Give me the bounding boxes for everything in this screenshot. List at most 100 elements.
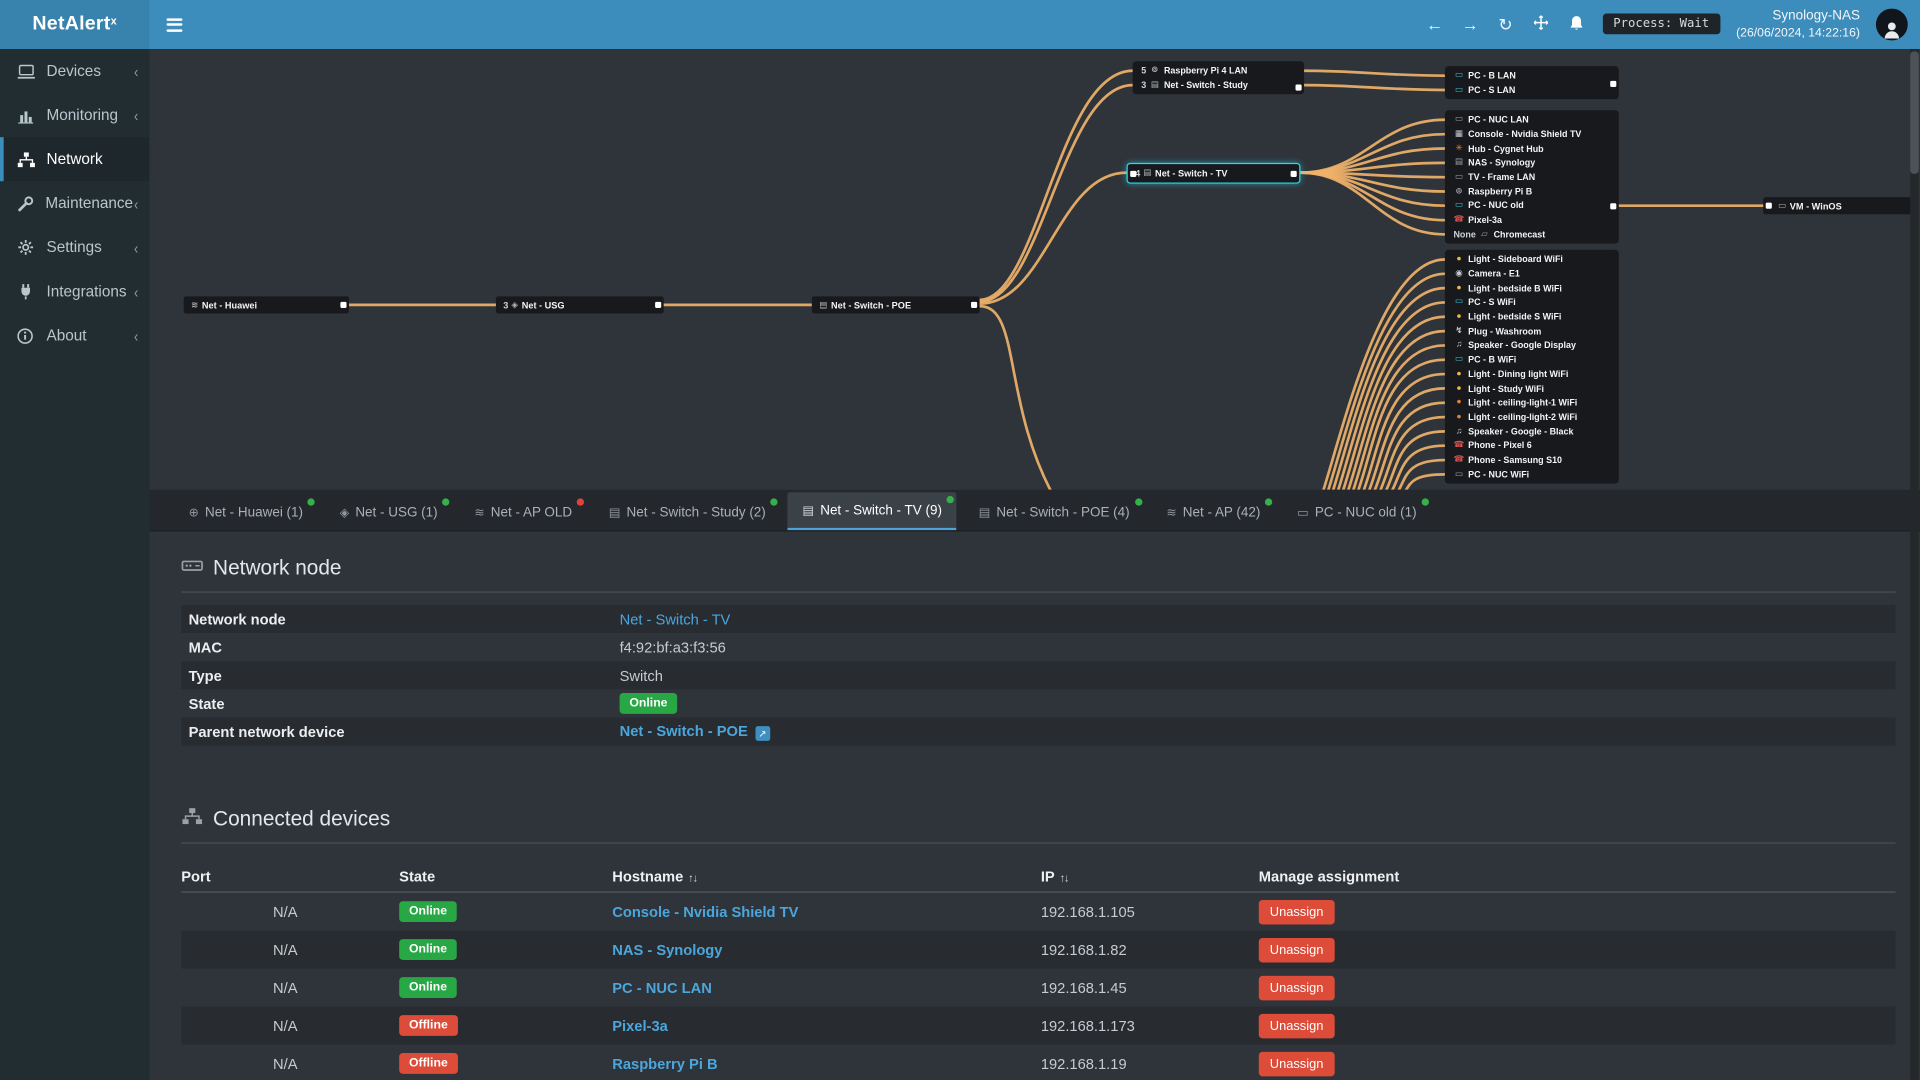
tab-network-node[interactable]: ⊕ Net - Huawei (1) (174, 495, 318, 531)
device-node[interactable]: ▭ PC - NUC LAN (1445, 113, 1619, 127)
device-node[interactable]: ▭ PC - B WiFi (1445, 352, 1619, 366)
node-handle[interactable] (971, 301, 978, 308)
sort-icon[interactable]: ↑↓ (688, 871, 698, 884)
node-handle[interactable] (655, 301, 662, 308)
unassign-button[interactable]: Unassign (1258, 1013, 1335, 1038)
port-cell: N/A (273, 941, 298, 959)
device-node[interactable]: ⊚ Raspberry Pi B (1445, 184, 1619, 198)
device-icon: ● (1456, 398, 1462, 407)
sidebar-toggle-button[interactable] (149, 0, 198, 49)
device-node[interactable]: ● Light - bedside B WiFi (1445, 281, 1619, 295)
net-node-huawei[interactable]: ≋ Net - Huawei (183, 296, 349, 314)
tab-network-node[interactable]: ▭ PC - NUC old (1) (1282, 495, 1431, 531)
unassign-button[interactable]: Unassign (1258, 899, 1335, 924)
tab-network-node[interactable]: ≋ Net - AP OLD (460, 495, 587, 531)
device-node[interactable]: ◉ Camera - E1 (1445, 267, 1619, 281)
external-link-icon[interactable]: ↗ (755, 726, 770, 742)
node-group-tv-devices[interactable]: ▭ PC - NUC LAN ▦ Console - Nvidia Shield… (1444, 110, 1619, 244)
avatar[interactable] (1875, 8, 1908, 41)
device-node[interactable]: ▭ PC - S LAN (1445, 83, 1619, 97)
sort-icon[interactable]: ↑↓ (1059, 871, 1070, 884)
hostname-link[interactable]: Raspberry Pi B (612, 1054, 718, 1073)
refresh-icon[interactable]: ↻ (1498, 14, 1513, 35)
device-node[interactable]: ▦ Console - Nvidia Shield TV (1445, 127, 1619, 141)
sidebar-item-integrations[interactable]: Integrations ‹ (0, 269, 149, 313)
device-node[interactable]: ● Light - ceiling-light-1 WiFi (1445, 395, 1619, 409)
device-node[interactable]: ● Light - Study WiFi (1445, 381, 1619, 395)
device-node[interactable]: ● Light - ceiling-light-2 WiFi (1445, 410, 1619, 424)
device-node[interactable]: ▤ NAS - Synology (1445, 156, 1619, 170)
hostname-link[interactable]: PC - NUC LAN (612, 978, 712, 997)
tab-network-node[interactable]: ◈ Net - USG (1) (325, 495, 452, 531)
hostname-link[interactable]: Pixel-3a (612, 1016, 668, 1035)
device-node[interactable]: ▭ TV - Frame LAN (1445, 170, 1619, 184)
node-group-pi-study[interactable]: 5 ⊚ Raspberry Pi 4 LAN 3 ▤ Net - Switch … (1132, 61, 1305, 95)
network-topology-canvas[interactable]: ≋ Net - Huawei 3 ◈ Net - USG ▤ Net - Swi… (149, 49, 1920, 490)
device-node[interactable]: ▭ PC - B LAN (1445, 69, 1619, 83)
node-group-study-devices[interactable]: ▭ PC - B LAN ▭ PC - S LAN (1444, 66, 1619, 100)
device-node[interactable]: ☎ Pixel-3a (1445, 213, 1619, 227)
sidebar-item-monitoring[interactable]: Monitoring ‹ (0, 93, 149, 137)
navbar-brand[interactable]: NetAlert x (0, 0, 150, 49)
node-handle[interactable] (340, 301, 347, 308)
device-node[interactable]: ● Light - bedside S WiFi (1445, 309, 1619, 323)
device-node[interactable]: ▭ PC - NUC WiFi (1445, 467, 1619, 481)
device-node[interactable]: ✳ Hub - Cygnet Hub (1445, 141, 1619, 155)
unassign-button[interactable]: Unassign (1258, 975, 1335, 1000)
device-node[interactable]: ▭ PC - S WiFi (1445, 295, 1619, 309)
node-label: Chromecast (1493, 228, 1546, 240)
chevron-left-icon: ‹ (133, 105, 138, 125)
device-node[interactable]: ☎ Phone - Samsung S10 (1445, 453, 1619, 467)
page-scrollbar[interactable] (1910, 48, 1919, 1080)
node-group-ap-devices[interactable]: ● Light - Sideboard WiFi ◉ Camera - E1 ●… (1444, 249, 1619, 484)
plug-icon (17, 283, 38, 300)
device-node[interactable]: 5 ⊚ Raspberry Pi 4 LAN (1133, 64, 1304, 78)
hostname-link[interactable]: NAS - Synology (612, 941, 723, 959)
sidebar-item-network[interactable]: Network (0, 137, 150, 182)
node-handle[interactable] (1290, 170, 1297, 177)
device-node[interactable]: ♫ Speaker - Google Display (1445, 338, 1619, 352)
tab-network-node[interactable]: ▤ Net - Switch - TV (9) (787, 492, 957, 531)
tab-network-node[interactable]: ▤ Net - Switch - POE (4) (964, 495, 1144, 531)
sidebar-item-maintenance[interactable]: Maintenance ‹ (0, 181, 149, 225)
network-node-link[interactable]: Net - Switch - TV (619, 610, 731, 628)
main-area: ≋ Net - Huawei 3 ◈ Net - USG ▤ Net - Swi… (149, 49, 1920, 1080)
connected-devices-table: Port State Hostname ↑↓ IP ↑↓ Manage assign… (181, 861, 1896, 1080)
device-node[interactable]: ↯ Plug - Washroom (1445, 324, 1619, 338)
sidebar-item-about[interactable]: About ‹ (0, 313, 149, 357)
node-handle[interactable] (1295, 84, 1302, 91)
bell-icon[interactable] (1567, 15, 1587, 35)
net-node-switch-tv-selected[interactable]: 4 ▤ Net - Switch - TV (1126, 162, 1301, 184)
parent-device-link[interactable]: Net - Switch - POE (619, 722, 748, 740)
forward-icon[interactable]: → (1461, 14, 1479, 35)
device-node[interactable]: ● Light - Dining light WiFi (1445, 367, 1619, 381)
tab-network-node[interactable]: ≋ Net - AP (42) (1152, 495, 1275, 531)
process-status-badge[interactable]: Process: Wait (1602, 14, 1721, 35)
node-handle[interactable] (1610, 80, 1617, 87)
hostname-link[interactable]: Console - Nvidia Shield TV (612, 903, 799, 921)
port-cell: N/A (273, 978, 298, 997)
device-node[interactable]: 3 ▤ Net - Switch - Study (1133, 78, 1304, 92)
tab-network-node[interactable]: ▤ Net - Switch - Study (2) (594, 495, 780, 531)
node-handle[interactable] (1610, 203, 1617, 210)
device-node[interactable]: ♫ Speaker - Google - Black (1445, 424, 1619, 438)
unassign-button[interactable]: Unassign (1258, 1051, 1335, 1076)
device-timestamp: (26/06/2024, 14:22:16) (1736, 26, 1860, 40)
unassign-button[interactable]: Unassign (1258, 937, 1335, 962)
move-icon[interactable] (1531, 15, 1551, 33)
sidebar-item-devices[interactable]: Devices ‹ (0, 49, 149, 93)
device-node[interactable]: ▭ PC - NUC old (1445, 199, 1619, 213)
node-label: Light - bedside S WiFi (1468, 311, 1562, 323)
node-handle[interactable] (1130, 170, 1137, 177)
net-node-usg[interactable]: 3 ◈ Net - USG (495, 296, 664, 314)
node-label: PC - NUC old (1468, 200, 1524, 212)
net-node-vm-winos[interactable]: ▭ VM - WinOS (1763, 197, 1913, 215)
back-icon[interactable]: ← (1425, 14, 1444, 35)
net-node-switch-poe[interactable]: ▤ Net - Switch - POE (811, 296, 980, 314)
sidebar-item-settings[interactable]: Settings ‹ (0, 225, 149, 269)
device-node[interactable]: ● Light - Sideboard WiFi (1445, 252, 1619, 266)
scrollbar-thumb[interactable] (1910, 51, 1919, 174)
node-handle[interactable] (1765, 202, 1772, 209)
device-node[interactable]: None ▱ Chromecast (1445, 227, 1619, 241)
device-node[interactable]: ☎ Phone - Pixel 6 (1445, 438, 1619, 452)
